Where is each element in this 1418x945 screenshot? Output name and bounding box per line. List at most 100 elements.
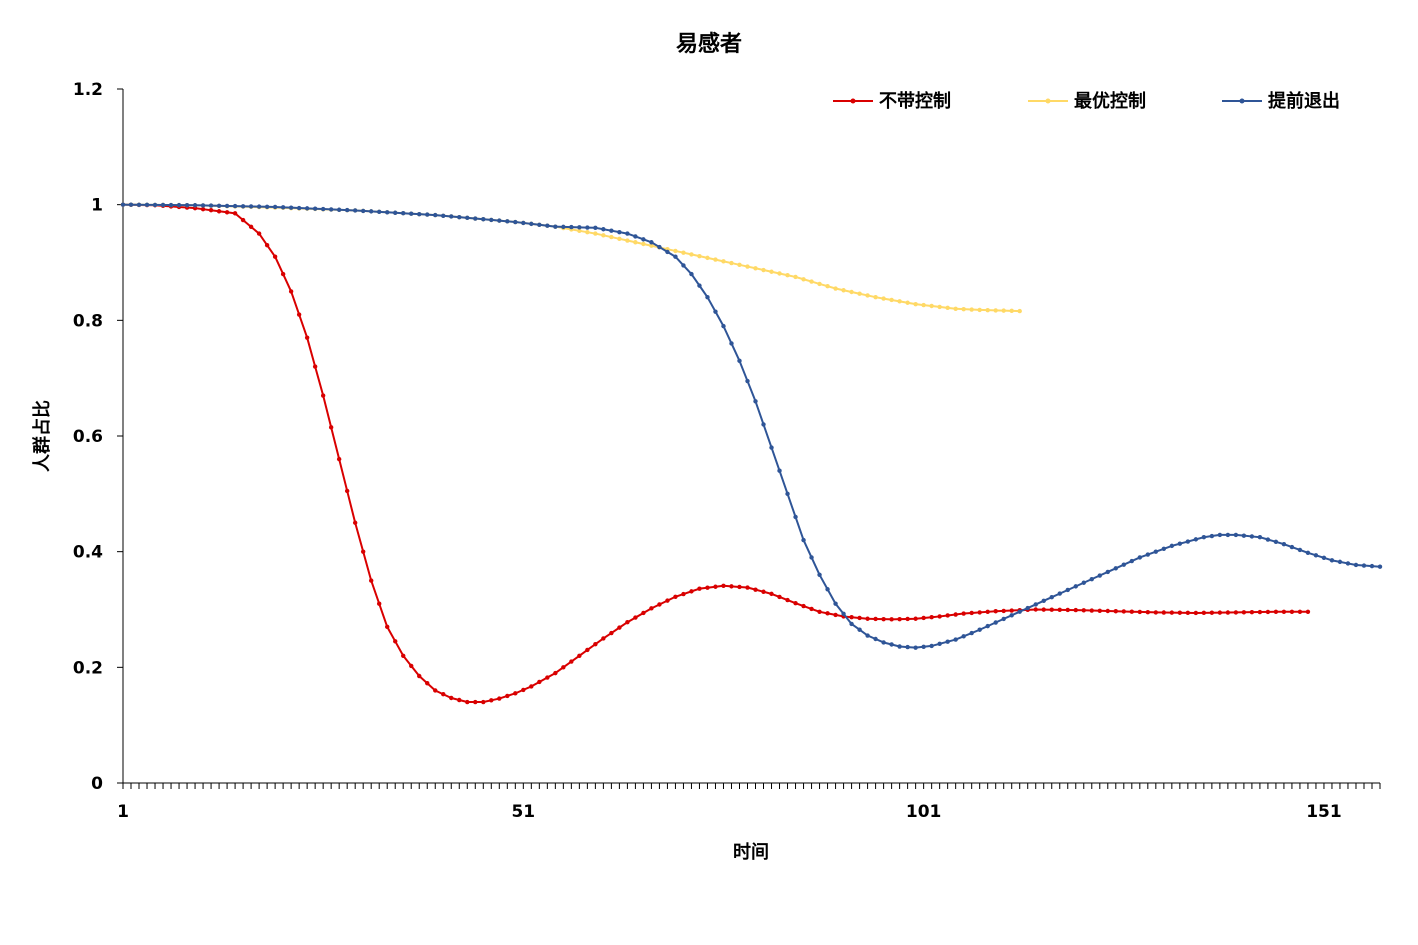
series-3-point xyxy=(1361,563,1367,568)
series-3-point xyxy=(144,202,150,208)
series-1-point xyxy=(1137,609,1143,615)
x-axis-label: 时间 xyxy=(733,842,769,863)
series-1-point xyxy=(1033,607,1038,612)
series-2-point xyxy=(801,277,806,282)
series-2-point xyxy=(993,308,998,313)
series-3-point xyxy=(296,205,302,211)
series-1-point xyxy=(1233,610,1239,615)
series-1-point xyxy=(569,659,574,664)
series-3-point xyxy=(833,601,838,606)
series-1-point xyxy=(264,242,270,248)
series-1-point xyxy=(753,587,758,592)
series-1-point xyxy=(320,393,326,398)
series-2-point xyxy=(929,303,934,309)
series-3-point xyxy=(1185,539,1191,544)
series-1-point xyxy=(745,585,750,590)
y-tick-label: 1.2 xyxy=(73,80,103,100)
series-2-point xyxy=(625,238,630,243)
series-3-point xyxy=(657,244,662,250)
series-3-point xyxy=(1249,534,1255,539)
series-3-point xyxy=(1137,555,1143,560)
series-1-point xyxy=(1089,608,1094,613)
series-1-point xyxy=(1273,609,1279,615)
legend-label-3: 提前退出 xyxy=(1268,90,1340,112)
series-3-point xyxy=(1257,535,1263,540)
series-3-point xyxy=(705,295,710,300)
series-3-point xyxy=(993,620,998,625)
series-3-point xyxy=(1233,532,1239,538)
series-1-point xyxy=(216,209,222,214)
series-3-point xyxy=(1049,595,1054,600)
series-3-point xyxy=(176,202,182,208)
series-3-point xyxy=(288,205,294,210)
series-3-point xyxy=(537,222,542,227)
series-3-point xyxy=(905,644,910,650)
series-2-point xyxy=(793,274,798,280)
series-1-point xyxy=(537,679,542,685)
series-3-point xyxy=(1161,546,1167,551)
series-3-point xyxy=(809,555,814,560)
series-3-point xyxy=(1097,573,1102,578)
series-1-point xyxy=(833,612,838,618)
series-2-point xyxy=(897,299,902,304)
series-2-point xyxy=(721,259,726,264)
y-axis: 0 0.2 0.4 0.6 0.8 1 1.2 xyxy=(73,80,124,794)
series-1-point xyxy=(393,639,398,644)
series-3-point xyxy=(753,399,758,404)
series-1-point xyxy=(248,224,254,230)
series-3-point xyxy=(1169,543,1175,549)
series-2-point xyxy=(913,301,918,307)
series-1-point xyxy=(993,609,998,614)
series-3-point xyxy=(489,217,494,223)
series-1-point xyxy=(801,603,806,609)
series-1-point xyxy=(272,254,278,259)
series-1-point xyxy=(1305,609,1311,615)
series-3-point xyxy=(673,254,678,259)
series-3-point xyxy=(1153,549,1159,554)
series-2-point xyxy=(849,289,854,295)
series-1-point xyxy=(625,620,630,625)
x-tick-label: 101 xyxy=(906,802,942,822)
series-1-point xyxy=(1265,609,1271,615)
series-3-point xyxy=(865,633,870,638)
series-1-point xyxy=(689,589,694,594)
series-2-point xyxy=(857,291,862,296)
series-3-point xyxy=(1065,587,1070,593)
series-3-point xyxy=(545,223,550,228)
series-2-point xyxy=(705,255,710,261)
series-1-point xyxy=(849,615,854,620)
series-1-point xyxy=(1065,607,1070,613)
series-1-point xyxy=(1129,609,1135,614)
series-3-point xyxy=(441,213,446,218)
series-3-point xyxy=(192,203,198,208)
series-1-point xyxy=(953,612,958,617)
series-3-point xyxy=(777,468,782,473)
series-1-point xyxy=(945,613,950,618)
series-1-point xyxy=(785,597,790,603)
series-layer xyxy=(120,202,1383,705)
series-2-point xyxy=(641,241,646,247)
series-3-point xyxy=(152,202,158,208)
series-3-point xyxy=(1201,535,1207,540)
series-1-point xyxy=(1297,609,1303,615)
series-1-point xyxy=(601,636,606,641)
series-1-point xyxy=(1145,609,1151,615)
series-1-point xyxy=(1161,610,1167,615)
series-3-point xyxy=(184,202,190,208)
series-1-point xyxy=(1225,610,1231,615)
series-3-point xyxy=(1009,613,1014,618)
series-1-point xyxy=(433,688,438,693)
series-3-point xyxy=(200,203,206,208)
series-3-point xyxy=(569,224,574,230)
series-1-point xyxy=(521,687,526,693)
series-3-point xyxy=(857,627,862,632)
series-3-point xyxy=(681,263,686,268)
series-3-point xyxy=(521,220,526,226)
series-3-point xyxy=(585,225,590,230)
series-2-point xyxy=(697,253,702,259)
series-3-point xyxy=(280,205,286,210)
series-3-point xyxy=(1209,533,1215,539)
series-1-point xyxy=(1193,610,1199,616)
series-2-point xyxy=(577,228,582,234)
